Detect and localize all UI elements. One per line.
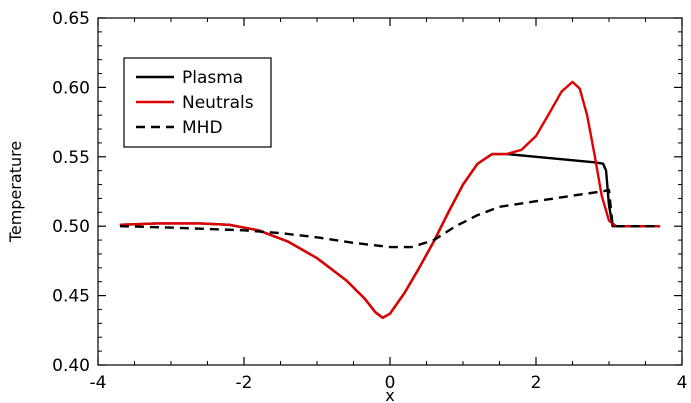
x-tick-label: 4 (677, 373, 688, 393)
x-tick-label: 2 (531, 373, 542, 393)
x-tick-label: -2 (236, 373, 253, 393)
x-axis-title: x (385, 386, 394, 403)
y-tick-label: 0.45 (52, 287, 90, 307)
y-tick-label: 0.40 (52, 356, 90, 376)
x-tick-label: -4 (90, 373, 107, 393)
legend-label-plasma: Plasma (182, 68, 243, 88)
y-tick-label: 0.65 (52, 9, 90, 29)
y-tick-label: 0.50 (52, 217, 90, 237)
y-axis-title: Temperature (6, 141, 25, 243)
series-line-neutrals (119, 80, 661, 320)
x-tick-label: 0 (385, 373, 396, 393)
series-line-plasma (119, 152, 661, 320)
legend-label-mhd: MHD (182, 118, 223, 138)
series-line-mhd (119, 188, 661, 249)
y-tick-label: 0.60 (52, 78, 90, 98)
y-tick-label: 0.55 (52, 148, 90, 168)
legend-label-neutrals: Neutrals (182, 93, 254, 113)
plot-area: -4 -2 0 2 4 0.40 0.45 0.50 0.55 0.60 0.65 x Temperat… (6, 9, 687, 403)
